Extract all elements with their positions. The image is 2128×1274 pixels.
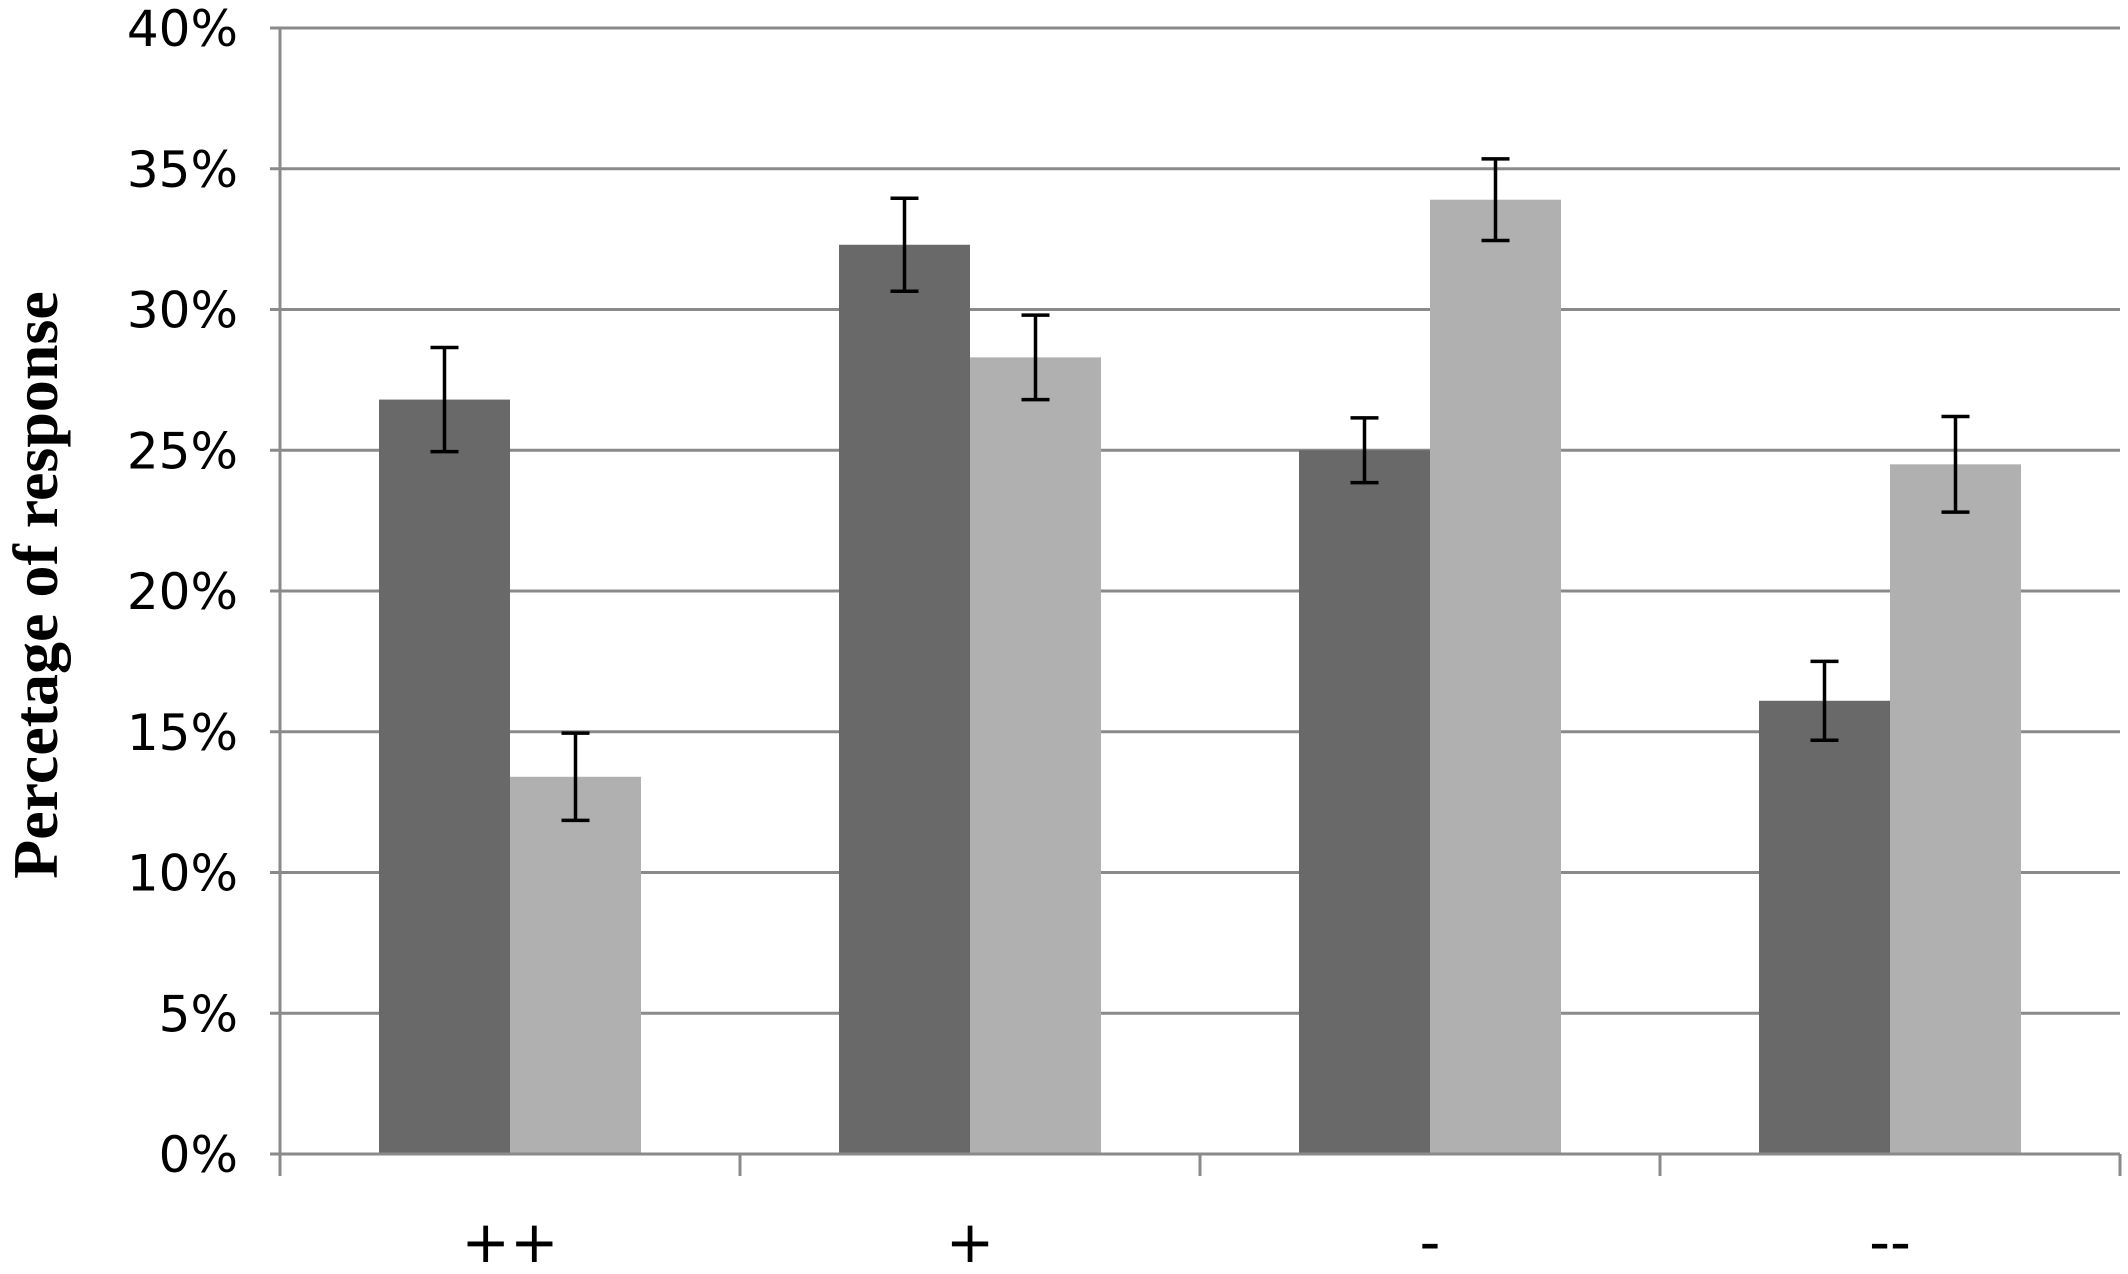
y-tick-label: 20% [127, 563, 238, 621]
bar [1299, 450, 1430, 1154]
bar [839, 244, 970, 1154]
y-tick-label: 10% [127, 845, 238, 903]
y-tick-label: 15% [127, 704, 238, 762]
x-tick-label: + [946, 1208, 995, 1269]
x-tick-label: - [1420, 1208, 1441, 1269]
error-bars [430, 157, 1970, 823]
bar [1759, 700, 1890, 1154]
y-tick-label: 0% [159, 1126, 238, 1184]
y-tick-label: 35% [127, 141, 238, 199]
bar [970, 357, 1101, 1155]
bar [379, 399, 510, 1155]
tick-labels: 0%5%10%15%20%25%30%35%40%++ + - -- [127, 0, 1911, 1274]
bars [379, 199, 2021, 1155]
y-tick-label: 30% [127, 282, 238, 340]
bar [510, 776, 641, 1154]
y-axis-title: Percetage of response [0, 291, 71, 879]
y-tick-label: 40% [127, 0, 238, 58]
bar [1430, 199, 1561, 1155]
x-tick-label: ++ [461, 1208, 558, 1269]
bar [1890, 464, 2021, 1154]
axes [270, 26, 2122, 1176]
x-tick-label: -- [1869, 1208, 1911, 1269]
y-tick-label: 25% [127, 422, 238, 480]
y-tick-label: 5% [159, 985, 238, 1043]
